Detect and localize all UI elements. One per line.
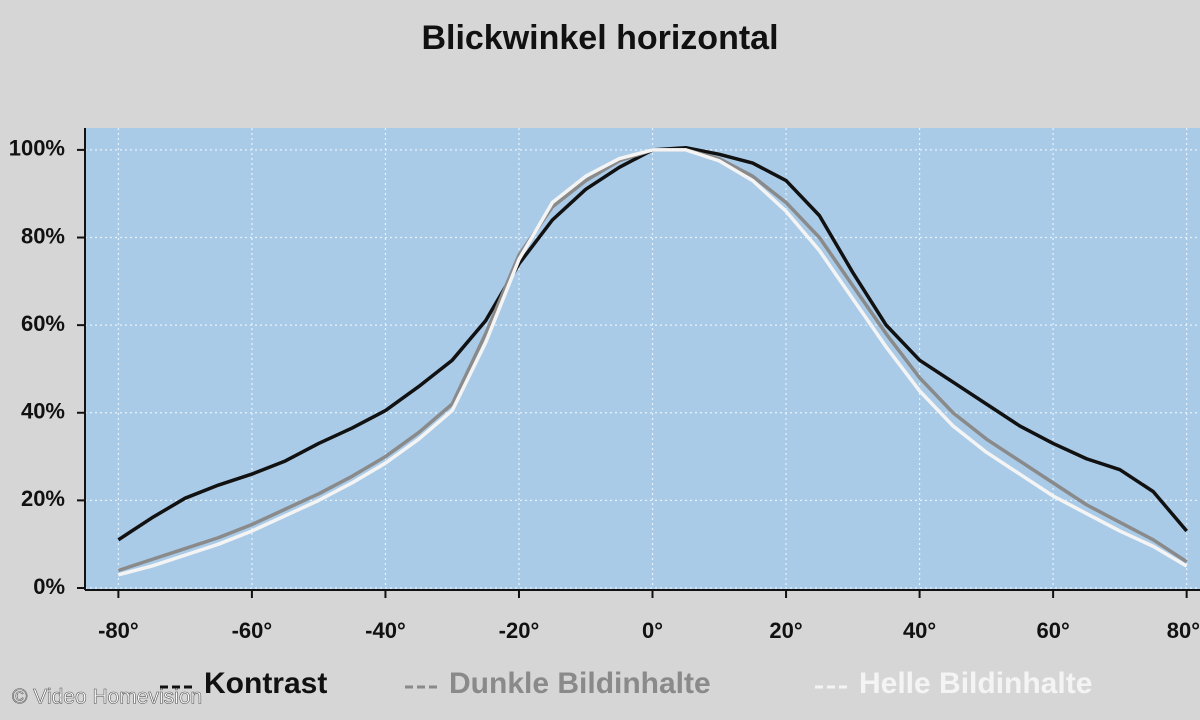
x-tick-label: 0° bbox=[642, 618, 663, 643]
x-tick-label: 60° bbox=[1036, 618, 1069, 643]
plot-area bbox=[85, 128, 1200, 590]
y-tick-label: 60% bbox=[21, 311, 65, 336]
legend-label: Kontrast bbox=[204, 667, 327, 700]
x-tick-label: -60° bbox=[232, 618, 273, 643]
y-tick-label: 20% bbox=[21, 486, 65, 511]
x-tick-label: 20° bbox=[769, 618, 802, 643]
x-tick-label: -20° bbox=[499, 618, 540, 643]
credit: © Video Homevision bbox=[12, 686, 202, 709]
y-tick-label: 80% bbox=[21, 223, 65, 248]
legend-label: Helle Bildinhalte bbox=[859, 667, 1092, 700]
y-tick-label: 40% bbox=[21, 399, 65, 424]
series-line bbox=[117, 148, 1188, 577]
x-tick-label: -40° bbox=[365, 618, 406, 643]
x-tick-label: 40° bbox=[903, 618, 936, 643]
y-tick-label: 0% bbox=[33, 574, 65, 599]
y-tick-label: 100% bbox=[9, 136, 65, 161]
chart-title: Blickwinkel horizontal bbox=[421, 19, 778, 57]
legend-label: Dunkle Bildinhalte bbox=[449, 667, 711, 700]
x-tick-label: -80° bbox=[98, 618, 139, 643]
x-tick-label: 80° bbox=[1167, 618, 1200, 643]
